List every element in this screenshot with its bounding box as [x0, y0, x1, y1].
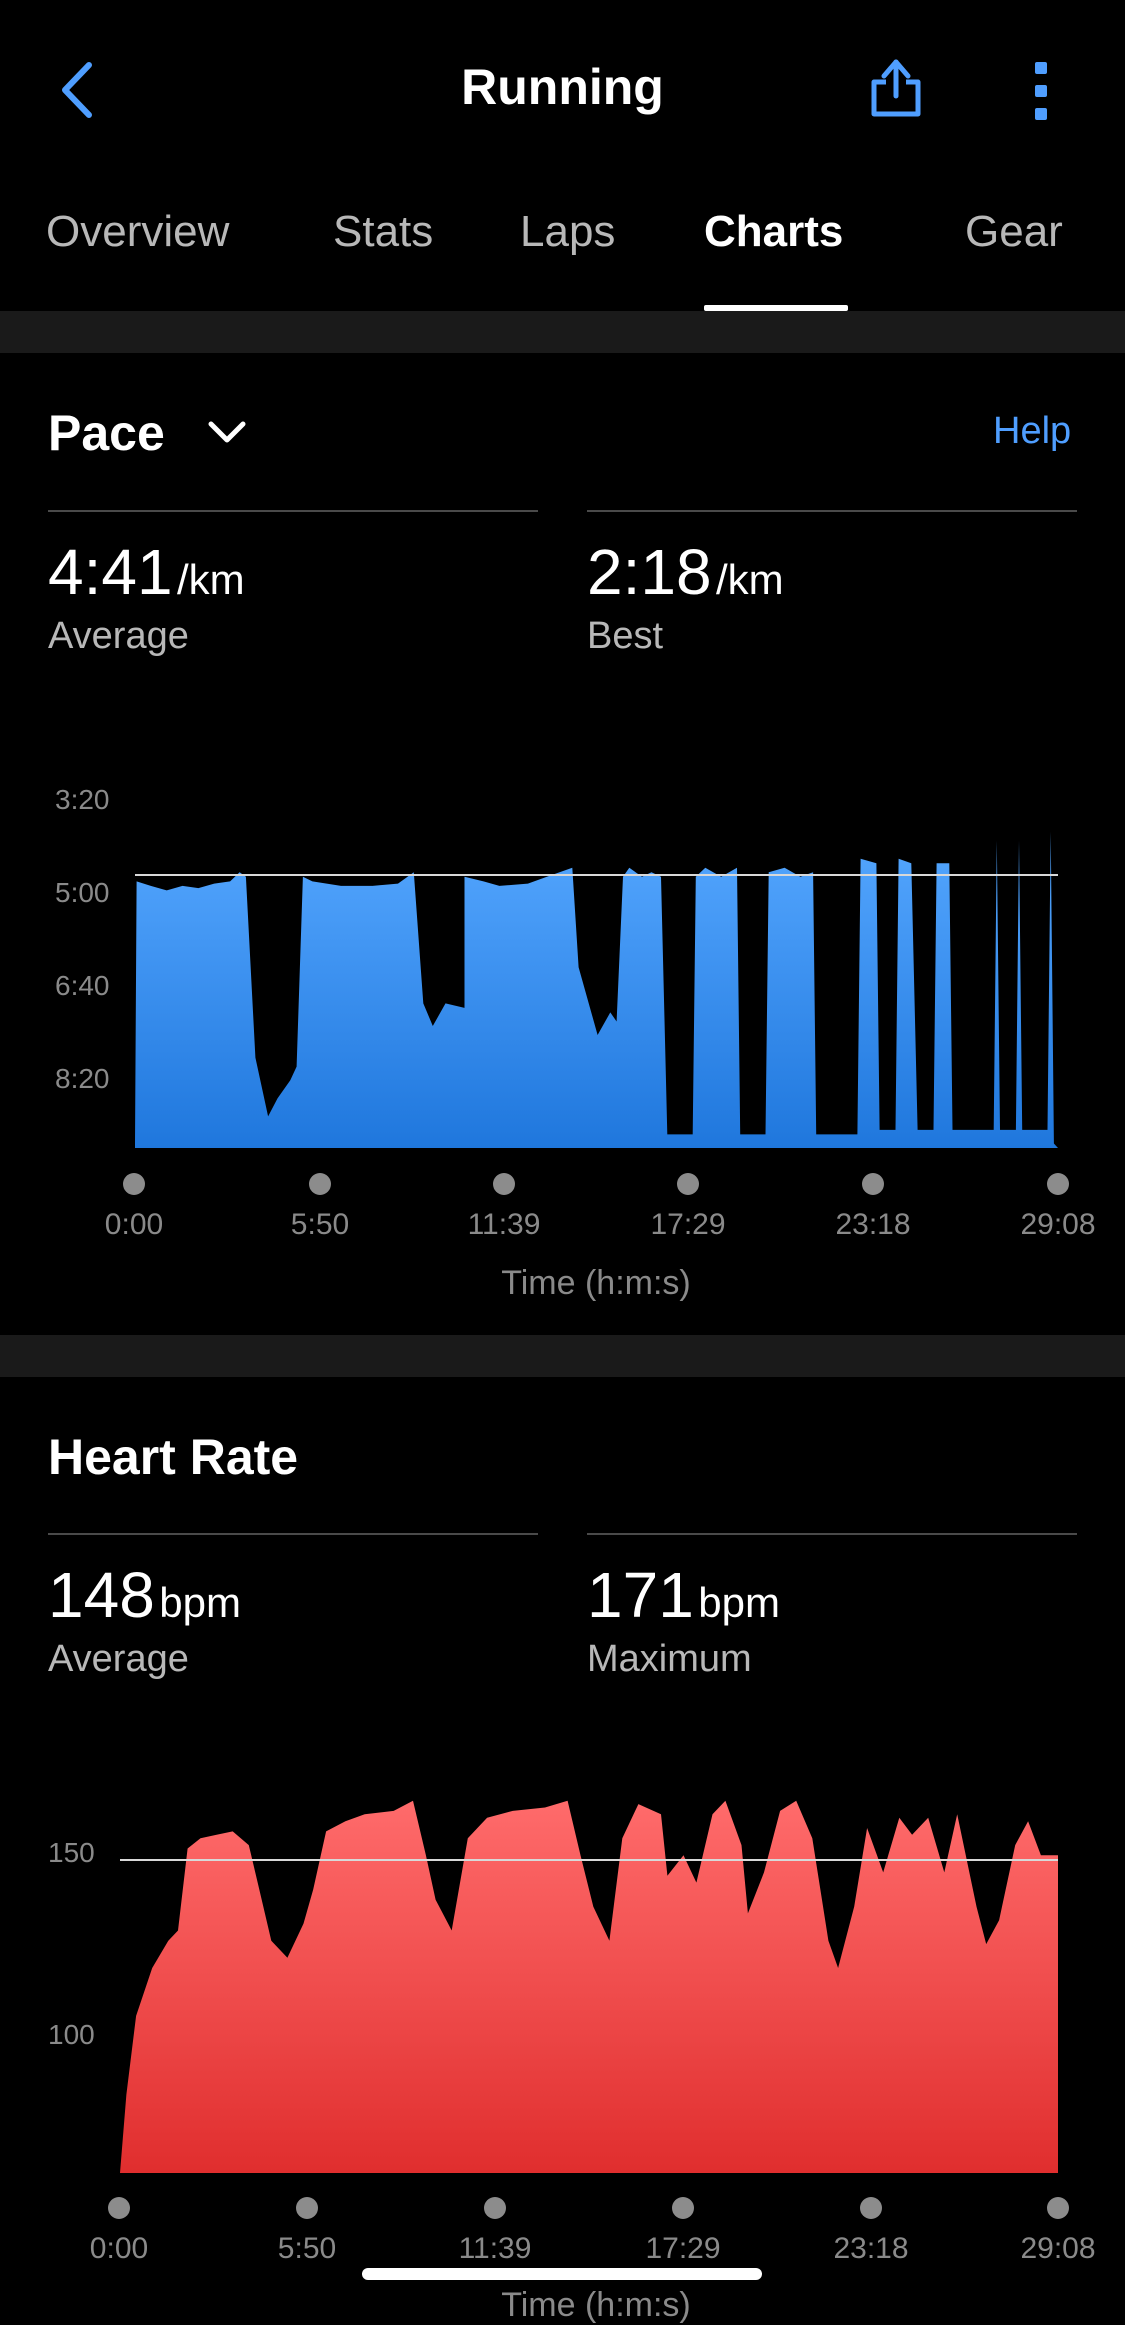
pace-average-unit: /km [177, 556, 245, 603]
pace-y-tick: 8:20 [55, 1063, 110, 1094]
section-divider [0, 311, 1125, 353]
share-icon [871, 59, 921, 117]
heart-rate-area-series [120, 1800, 1058, 2173]
pace-best-stat: 2:18 /km [587, 535, 784, 609]
more-vertical-icon [1035, 62, 1047, 120]
hr-maximum-unit: bpm [698, 1579, 780, 1626]
hr-x-tick-dot [672, 2197, 694, 2219]
divider [48, 1533, 538, 1535]
pace-x-tick: 11:39 [467, 1208, 541, 1241]
divider [587, 1533, 1077, 1535]
hr-maximum-label: Maximum [587, 1638, 752, 1680]
pace-y-tick: 5:00 [55, 877, 110, 908]
hr-average-unit: bpm [159, 1579, 241, 1626]
hr-x-tick: 0:00 [89, 2232, 149, 2265]
hr-x-tick: 11:39 [458, 2232, 532, 2265]
hr-average-label: Average [48, 1638, 189, 1680]
pace-area-series [135, 831, 1058, 1148]
heart-rate-chart[interactable] [0, 1760, 1125, 2180]
hr-x-tick-dot [108, 2197, 130, 2219]
hr-x-tick-dot [296, 2197, 318, 2219]
hr-x-tick-dot [484, 2197, 506, 2219]
hr-maximum-stat: 171 bpm [587, 1558, 780, 1632]
hr-maximum-value: 171 [587, 1559, 694, 1631]
divider [48, 510, 538, 512]
chevron-down-icon [208, 421, 246, 443]
pace-x-tick-dot [123, 1173, 145, 1195]
pace-x-tick: 5:50 [290, 1208, 350, 1241]
chevron-left-icon [62, 62, 92, 118]
section-divider [0, 1335, 1125, 1377]
pace-x-tick-dot [862, 1173, 884, 1195]
heart-rate-title: Heart Rate [48, 1429, 299, 1485]
pace-best-label: Best [587, 615, 664, 657]
pace-x-tick: 29:08 [1020, 1208, 1096, 1241]
pace-average-label: Average [48, 615, 189, 657]
tab-laps[interactable]: Laps [520, 207, 616, 256]
hr-x-tick: 17:29 [645, 2232, 721, 2265]
hr-x-tick-dot [860, 2197, 882, 2219]
pace-y-tick: 3:20 [55, 784, 110, 815]
pace-x-tick-dot [1047, 1173, 1069, 1195]
pace-x-tick-dot [493, 1173, 515, 1195]
pace-x-tick: 17:29 [650, 1208, 726, 1241]
pace-chart[interactable] [0, 700, 1125, 1180]
more-options-button[interactable] [1020, 58, 1062, 124]
divider [587, 510, 1077, 512]
pace-y-tick: 6:40 [55, 970, 110, 1001]
active-tab-indicator [704, 305, 848, 311]
share-button[interactable] [866, 52, 926, 122]
hr-x-tick: 5:50 [277, 2232, 337, 2265]
help-link[interactable]: Help [993, 410, 1072, 452]
pace-x-axis-label: Time (h:m:s) [501, 1264, 691, 1302]
hr-average-value: 148 [48, 1559, 155, 1631]
tab-charts[interactable]: Charts [704, 207, 844, 256]
home-indicator[interactable] [362, 2268, 762, 2280]
page-title: Running [461, 59, 664, 115]
metric-selector-button[interactable] [205, 412, 249, 452]
hr-average-stat: 148 bpm [48, 1558, 241, 1632]
pace-best-unit: /km [716, 556, 784, 603]
hr-y-tick: 150 [48, 1837, 95, 1868]
hr-x-axis-label: Time (h:m:s) [501, 2286, 691, 2324]
pace-x-tick: 23:18 [835, 1208, 911, 1241]
hr-x-tick: 23:18 [833, 2232, 909, 2265]
tab-stats[interactable]: Stats [333, 207, 434, 256]
pace-x-tick-dot [677, 1173, 699, 1195]
tab-overview[interactable]: Overview [46, 207, 230, 256]
hr-y-tick: 100 [48, 2019, 95, 2050]
pace-x-tick-dot [309, 1173, 331, 1195]
hr-x-tick: 29:08 [1020, 2232, 1096, 2265]
pace-x-tick: 0:00 [104, 1208, 164, 1241]
pace-average-value: 4:41 [48, 536, 173, 608]
pace-best-value: 2:18 [587, 536, 712, 608]
back-button[interactable] [55, 55, 105, 125]
pace-title[interactable]: Pace [48, 405, 165, 461]
pace-average-stat: 4:41 /km [48, 535, 245, 609]
tab-gear[interactable]: Gear [965, 207, 1063, 256]
hr-x-tick-dot [1047, 2197, 1069, 2219]
